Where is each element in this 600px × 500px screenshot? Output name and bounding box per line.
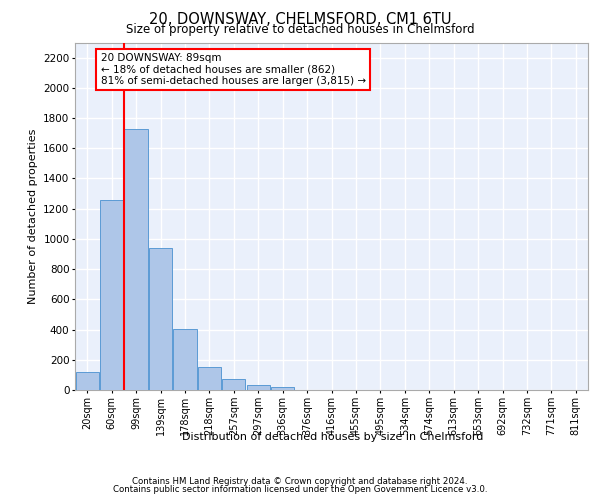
Bar [247,386,270,390]
Text: Contains HM Land Registry data © Crown copyright and database right 2024.: Contains HM Land Registry data © Crown c… [132,477,468,486]
Bar [222,378,245,390]
Text: 20, DOWNSWAY, CHELMSFORD, CM1 6TU: 20, DOWNSWAY, CHELMSFORD, CM1 6TU [149,12,451,28]
Text: Distribution of detached houses by size in Chelmsford: Distribution of detached houses by size … [182,432,484,442]
Bar [100,200,123,390]
Bar [271,387,294,390]
Bar [149,248,172,390]
Text: 20 DOWNSWAY: 89sqm
← 18% of detached houses are smaller (862)
81% of semi-detach: 20 DOWNSWAY: 89sqm ← 18% of detached hou… [101,53,366,86]
Bar [76,372,99,390]
Text: Size of property relative to detached houses in Chelmsford: Size of property relative to detached ho… [125,22,475,36]
Bar [198,366,221,390]
Text: Contains public sector information licensed under the Open Government Licence v3: Contains public sector information licen… [113,485,487,494]
Y-axis label: Number of detached properties: Number of detached properties [28,128,38,304]
Bar [124,128,148,390]
Bar [173,329,197,390]
